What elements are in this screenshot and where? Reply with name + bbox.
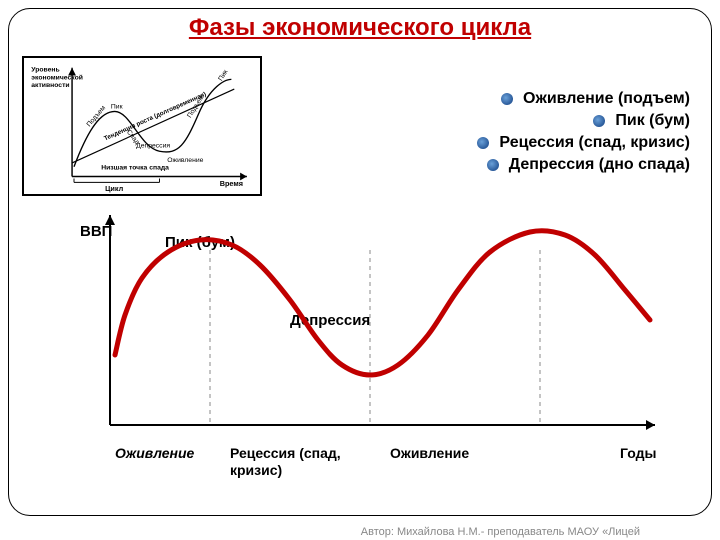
legend-label: Рецессия (спад, кризис) — [499, 134, 690, 152]
bullet-icon — [477, 137, 489, 149]
mini-label-depression: Депрессия — [136, 142, 170, 149]
legend-label: Оживление (подъем) — [523, 90, 690, 108]
x-axis-label: Оживление — [390, 445, 469, 461]
slide-title: Фазы экономического цикла — [189, 14, 531, 42]
legend-item: Оживление (подъем) — [477, 90, 690, 108]
mini-label-rise1: Подъем — [86, 104, 108, 128]
mini-diagram: Уровень экономической активности Подъем … — [22, 56, 262, 196]
mini-x-label: Время — [220, 179, 243, 188]
bullet-icon — [593, 115, 605, 127]
svg-text:активности: активности — [31, 82, 69, 89]
phase-legend: Оживление (подъем) Пик (бум) Рецессия (с… — [477, 90, 690, 178]
legend-label: Депрессия (дно спада) — [509, 156, 690, 174]
legend-label: Пик (бум) — [615, 112, 690, 130]
x-axis-label: Оживление — [115, 445, 194, 461]
x-axis-label: Годы — [620, 445, 656, 461]
legend-item: Пик (бум) — [477, 112, 690, 130]
x-axis-label: кризис) — [230, 462, 282, 478]
legend-item: Депрессия (дно спада) — [477, 156, 690, 174]
mini-label-revival: Оживление — [167, 157, 203, 164]
mini-label-peak1: Пик — [111, 104, 123, 111]
svg-text:Уровень: Уровень — [31, 67, 59, 74]
bullet-icon — [501, 93, 513, 105]
footer-text: Автор: Михайлова Н.М.- преподаватель МАО… — [361, 526, 640, 538]
bullet-icon — [487, 159, 499, 171]
mini-low-label: Низшая точка спада — [101, 165, 169, 172]
main-chart — [60, 210, 660, 470]
x-axis-label: Рецессия (спад, — [230, 445, 341, 461]
svg-text:экономической: экономической — [31, 73, 83, 81]
legend-item: Рецессия (спад, кризис) — [477, 134, 690, 152]
mini-cycle-label: Цикл — [105, 184, 123, 193]
